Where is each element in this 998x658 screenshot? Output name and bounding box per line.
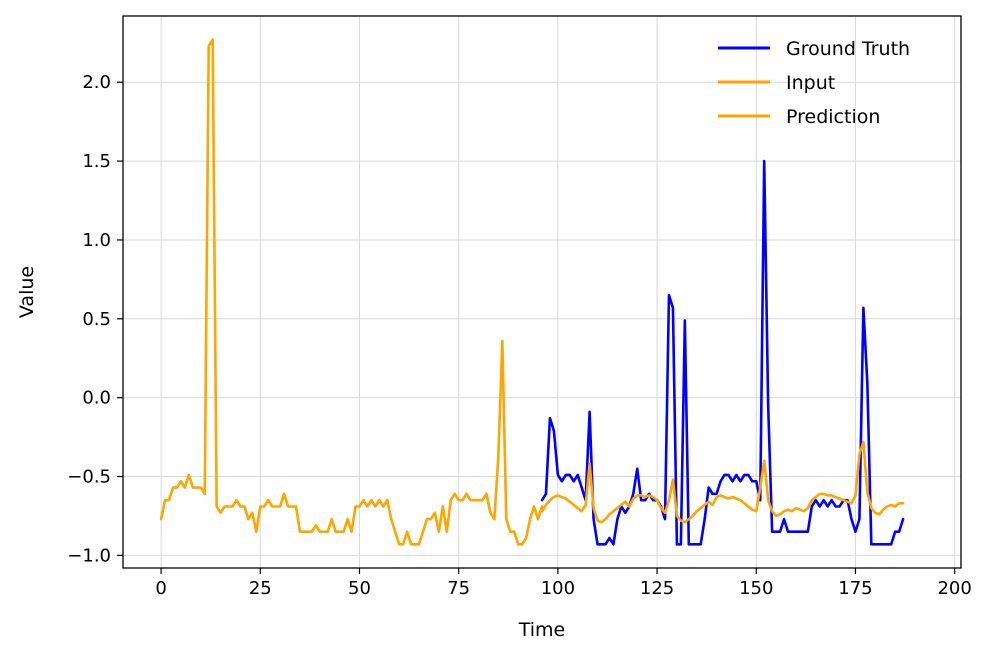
legend-label-input: Input	[786, 72, 835, 94]
y-tick-label: −1.0	[67, 545, 111, 566]
y-tick-label: −0.5	[67, 467, 111, 488]
y-tick-label: 0.0	[82, 388, 111, 409]
y-tick-label: 0.5	[82, 309, 111, 330]
plot-frame	[122, 15, 962, 569]
x-tick-label: 25	[249, 578, 272, 599]
x-tick-label: 50	[348, 578, 371, 599]
y-axis-label: Value	[16, 266, 38, 318]
x-axis-label: Time	[518, 619, 566, 641]
legend: Ground Truth Input Prediction	[718, 38, 910, 128]
series-line-input	[159, 38, 544, 546]
grid	[123, 16, 961, 568]
x-tick-label: 75	[447, 578, 470, 599]
legend-label-ground-truth: Ground Truth	[786, 38, 910, 60]
x-tick-label: 125	[640, 578, 674, 599]
series-group	[159, 38, 905, 546]
y-tick-label: 1.5	[82, 151, 111, 172]
y-tick-label: 2.0	[82, 72, 111, 93]
x-tick-label: 175	[838, 578, 872, 599]
y-tick-label: 1.0	[82, 230, 111, 251]
x-tick-label: 0	[155, 578, 166, 599]
series-line-prediction	[540, 440, 905, 524]
x-tick-label: 200	[937, 578, 971, 599]
axis-ticks: 0 25 50 75 100 125 150 175 200 −1.0 −0.5 0.0 0.5 1.0 1…	[67, 72, 972, 599]
legend-label-prediction: Prediction	[786, 106, 880, 128]
x-tick-label: 100	[541, 578, 575, 599]
x-tick-label: 150	[739, 578, 773, 599]
